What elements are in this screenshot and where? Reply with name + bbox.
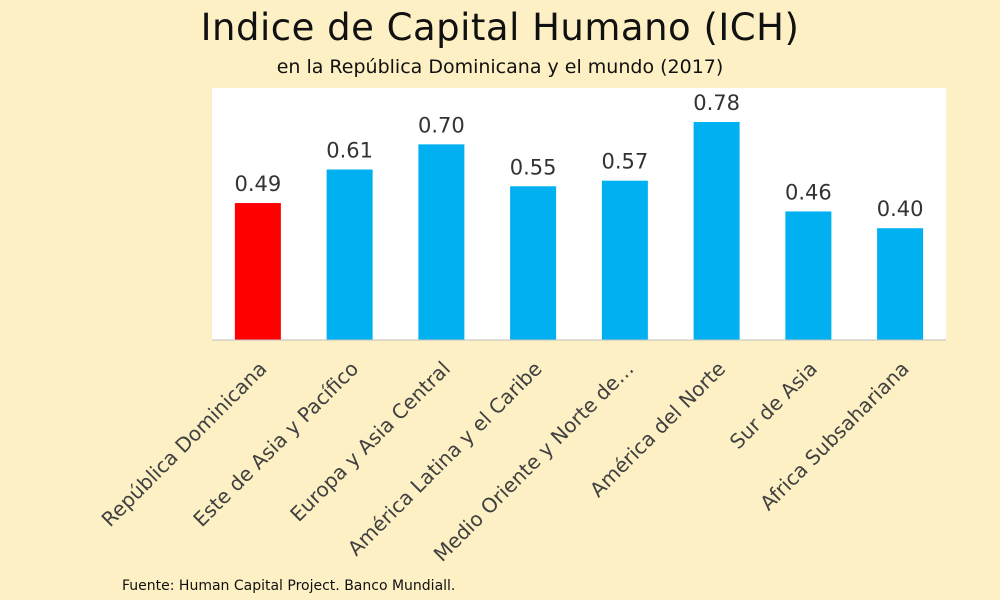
x-tick-label-3: América Latina y el Caribe <box>343 357 547 561</box>
value-label-5: 0.78 <box>693 91 740 115</box>
chart-subtitle: en la República Dominicana y el mundo (2… <box>276 56 724 78</box>
value-label-7: 0.40 <box>877 197 924 221</box>
value-label-3: 0.55 <box>510 155 557 179</box>
bar-7 <box>877 228 924 340</box>
value-label-4: 0.57 <box>601 150 648 174</box>
source-note: Fuente: Human Capital Project. Banco Mun… <box>122 578 456 594</box>
value-label-1: 0.61 <box>326 139 373 163</box>
x-tick-label-7: Africa Subsahariana <box>755 357 913 515</box>
x-tick-label-0: República Dominicana <box>97 357 272 532</box>
bar-3 <box>510 186 557 340</box>
plot-area <box>212 88 946 340</box>
value-label-0: 0.49 <box>234 172 281 196</box>
chart-title: Indice de Capital Humano (ICH) <box>200 6 800 49</box>
value-labels-group: 0.49 0.61 0.70 0.55 0.57 0.78 0.46 0.40 <box>234 91 923 221</box>
x-tick-label-1: Este de Asia y Pacífico <box>188 357 363 532</box>
x-tick-label-2: Europa y Asia Central <box>285 357 455 527</box>
value-label-2: 0.70 <box>418 113 465 137</box>
value-label-6: 0.46 <box>785 180 832 204</box>
bar-4 <box>601 180 648 340</box>
bar-0 <box>234 203 281 340</box>
bar-5 <box>693 122 740 340</box>
bar-1 <box>326 169 373 340</box>
bar-6 <box>785 211 832 340</box>
x-tick-label-6: Sur de Asia <box>725 357 822 454</box>
bar-2 <box>418 144 465 340</box>
bars-group <box>234 122 924 340</box>
